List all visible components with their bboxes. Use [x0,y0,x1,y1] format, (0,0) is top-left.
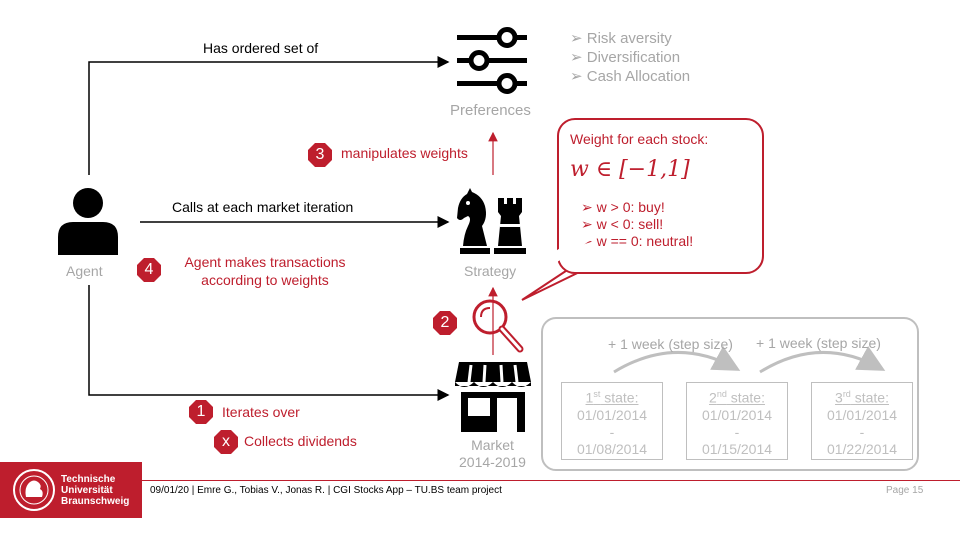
strategy-label: Strategy [464,263,517,279]
magnifier-icon [472,299,524,353]
arrow-bullet-icon: ➢ [581,216,597,232]
weight-rules: ➢ w > 0: buy! ➢ w < 0: sell! ➢ w == 0: n… [581,199,693,250]
footer-text: 09/01/20 | Emre G., Tobias V., Jonas R. … [150,485,502,496]
preferences-list: ➢ Risk aversity ➢ Diversification ➢ Cash… [570,29,690,86]
state-box-3: 3rd state: 01/01/2014 - 01/22/2014 [811,382,913,460]
arrow-bullet-icon: ➢ [570,30,587,47]
pref-item: ➢ Cash Allocation [570,68,691,85]
label-calls: Calls at each market iteration [172,199,354,215]
rule-buy: ➢ w > 0: buy! [581,199,665,215]
step-arrow-1 [613,346,741,374]
footer-rule [142,480,960,481]
badge-2: 2 [433,311,457,335]
state-panel [541,317,919,471]
callout-title: Weight for each stock: [570,131,709,147]
storefront-icon [455,362,531,432]
university-logo: Technische Universität Braunschweig [0,462,142,518]
rule-sell: ➢ w < 0: sell! [581,216,664,232]
arrow-bullet-icon: ➢ [570,68,587,85]
state-box-2: 2nd state: 01/01/2014 - 01/15/2014 [686,382,788,460]
agent-label: Agent [66,263,103,279]
step-label-1: + 1 week (step size) [608,336,733,352]
state-box-1: 1st state: 01/01/2014 - 01/08/2014 [561,382,663,460]
edge-agent-preferences [88,56,450,175]
label-dividends: Collects dividends [244,433,357,449]
weight-callout: Weight for each stock: w ∈ [−1,1] ➢ w > … [557,118,764,274]
step-label-2: + 1 week (step size) [756,335,881,351]
pref-item: ➢ Diversification [570,49,681,66]
arrow-bullet-icon: ➢ [581,199,597,215]
weight-formula: w ∈ [−1,1] [570,157,690,182]
rule-neutral: ➢ w == 0: neutral! [581,233,693,250]
badge-1: 1 [189,400,213,424]
label-transactions: Agent makes transactions according to we… [184,254,346,288]
page-number: Page 15 [886,485,924,496]
badge-4: 4 [137,258,161,282]
preferences-label: Preferences [450,102,531,119]
pref-item: ➢ Risk aversity [570,30,672,47]
label-iterates: Iterates over [222,404,300,420]
market-label: Market 2014-2019 [459,437,526,470]
logo-text: Technische Universität Braunschweig [61,474,130,507]
badge-x: x [214,430,238,454]
edge-agent-market [88,285,450,401]
label-has-ordered: Has ordered set of [203,40,319,56]
chess-pieces-icon [457,188,526,254]
step-arrow-2 [759,346,886,374]
arrow-bullet-icon: ➢ [570,49,587,66]
badge-3: 3 [308,143,332,167]
lion-seal-icon [13,469,55,511]
agent-person-icon [58,188,118,255]
label-manipulates: manipulates weights [341,145,468,161]
sliders-icon [457,27,527,94]
